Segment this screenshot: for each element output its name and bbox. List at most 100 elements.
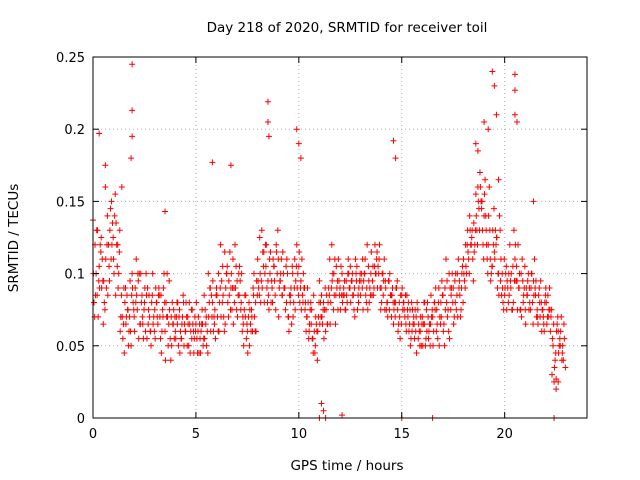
data-point [265,306,272,313]
data-point [118,292,125,299]
data-point [104,292,111,299]
data-point [513,263,520,270]
data-point [112,292,119,299]
data-point [184,342,191,349]
data-point [511,111,518,118]
data-point [333,263,340,270]
data-point [443,256,450,263]
data-point [275,313,282,320]
data-point [273,241,280,248]
data-point [560,321,567,328]
data-point [532,277,539,284]
data-point [101,306,108,313]
data-point [455,285,462,292]
data-point [400,299,407,306]
data-point [345,256,352,263]
data-point [353,263,360,270]
data-point [129,285,136,292]
data-point [511,256,518,263]
x-axis-label: GPS time / hours [290,458,403,474]
data-point [454,313,461,320]
data-point [552,357,559,364]
data-point [265,133,272,140]
data-point [455,256,462,263]
data-point [221,248,228,255]
data-point [264,98,271,105]
data-point [264,299,271,306]
data-point [309,335,316,342]
data-point [133,256,140,263]
data-point [333,285,340,292]
data-point [110,270,117,277]
data-point [100,321,107,328]
data-point [364,241,371,248]
data-point [381,306,388,313]
data-point [465,248,472,255]
data-point [501,256,508,263]
data-point [320,407,327,414]
data-point [202,306,209,313]
data-point [448,285,455,292]
data-point [511,87,518,94]
grid-lines [93,57,587,418]
data-point [151,306,158,313]
data-point [339,412,346,419]
data-point [392,313,399,320]
data-point [328,285,335,292]
data-point [523,292,530,299]
data-point [183,313,190,320]
data-point [227,162,234,169]
data-point [212,335,219,342]
data-point [176,350,183,357]
data-point [444,313,451,320]
data-point [243,321,250,328]
data-point [224,263,231,270]
data-point [434,335,441,342]
data-point [474,241,481,248]
data-point [520,299,527,306]
data-point [462,263,469,270]
data-point [500,306,507,313]
data-point [281,285,288,292]
data-point [303,328,310,335]
data-point [230,321,237,328]
data-point [522,321,529,328]
data-point [541,328,548,335]
data-point [298,306,305,313]
data-point [287,299,294,306]
data-point [380,292,387,299]
data-point [259,285,266,292]
data-point [347,299,354,306]
data-point [471,248,478,255]
data-point [483,241,490,248]
data-point [403,328,410,335]
data-point [441,342,448,349]
data-point [466,212,473,219]
data-point [390,137,397,144]
data-point [488,263,495,270]
data-point [429,306,436,313]
data-point [267,270,274,277]
data-point [519,256,526,263]
data-point [528,270,535,277]
data-point [128,292,135,299]
data-point [296,248,303,255]
data-point [145,321,152,328]
data-point [497,227,504,234]
data-point [132,299,139,306]
data-point [139,313,146,320]
data-point [546,285,553,292]
data-point [113,220,120,227]
data-point [155,292,162,299]
data-point [256,292,263,299]
data-point [138,292,145,299]
data-point [390,321,397,328]
data-point [99,277,106,284]
data-point [254,256,261,263]
data-point [329,270,336,277]
data-point [496,212,503,219]
data-point [536,285,543,292]
data-point [293,126,300,133]
data-point [320,306,327,313]
data-point [365,263,372,270]
